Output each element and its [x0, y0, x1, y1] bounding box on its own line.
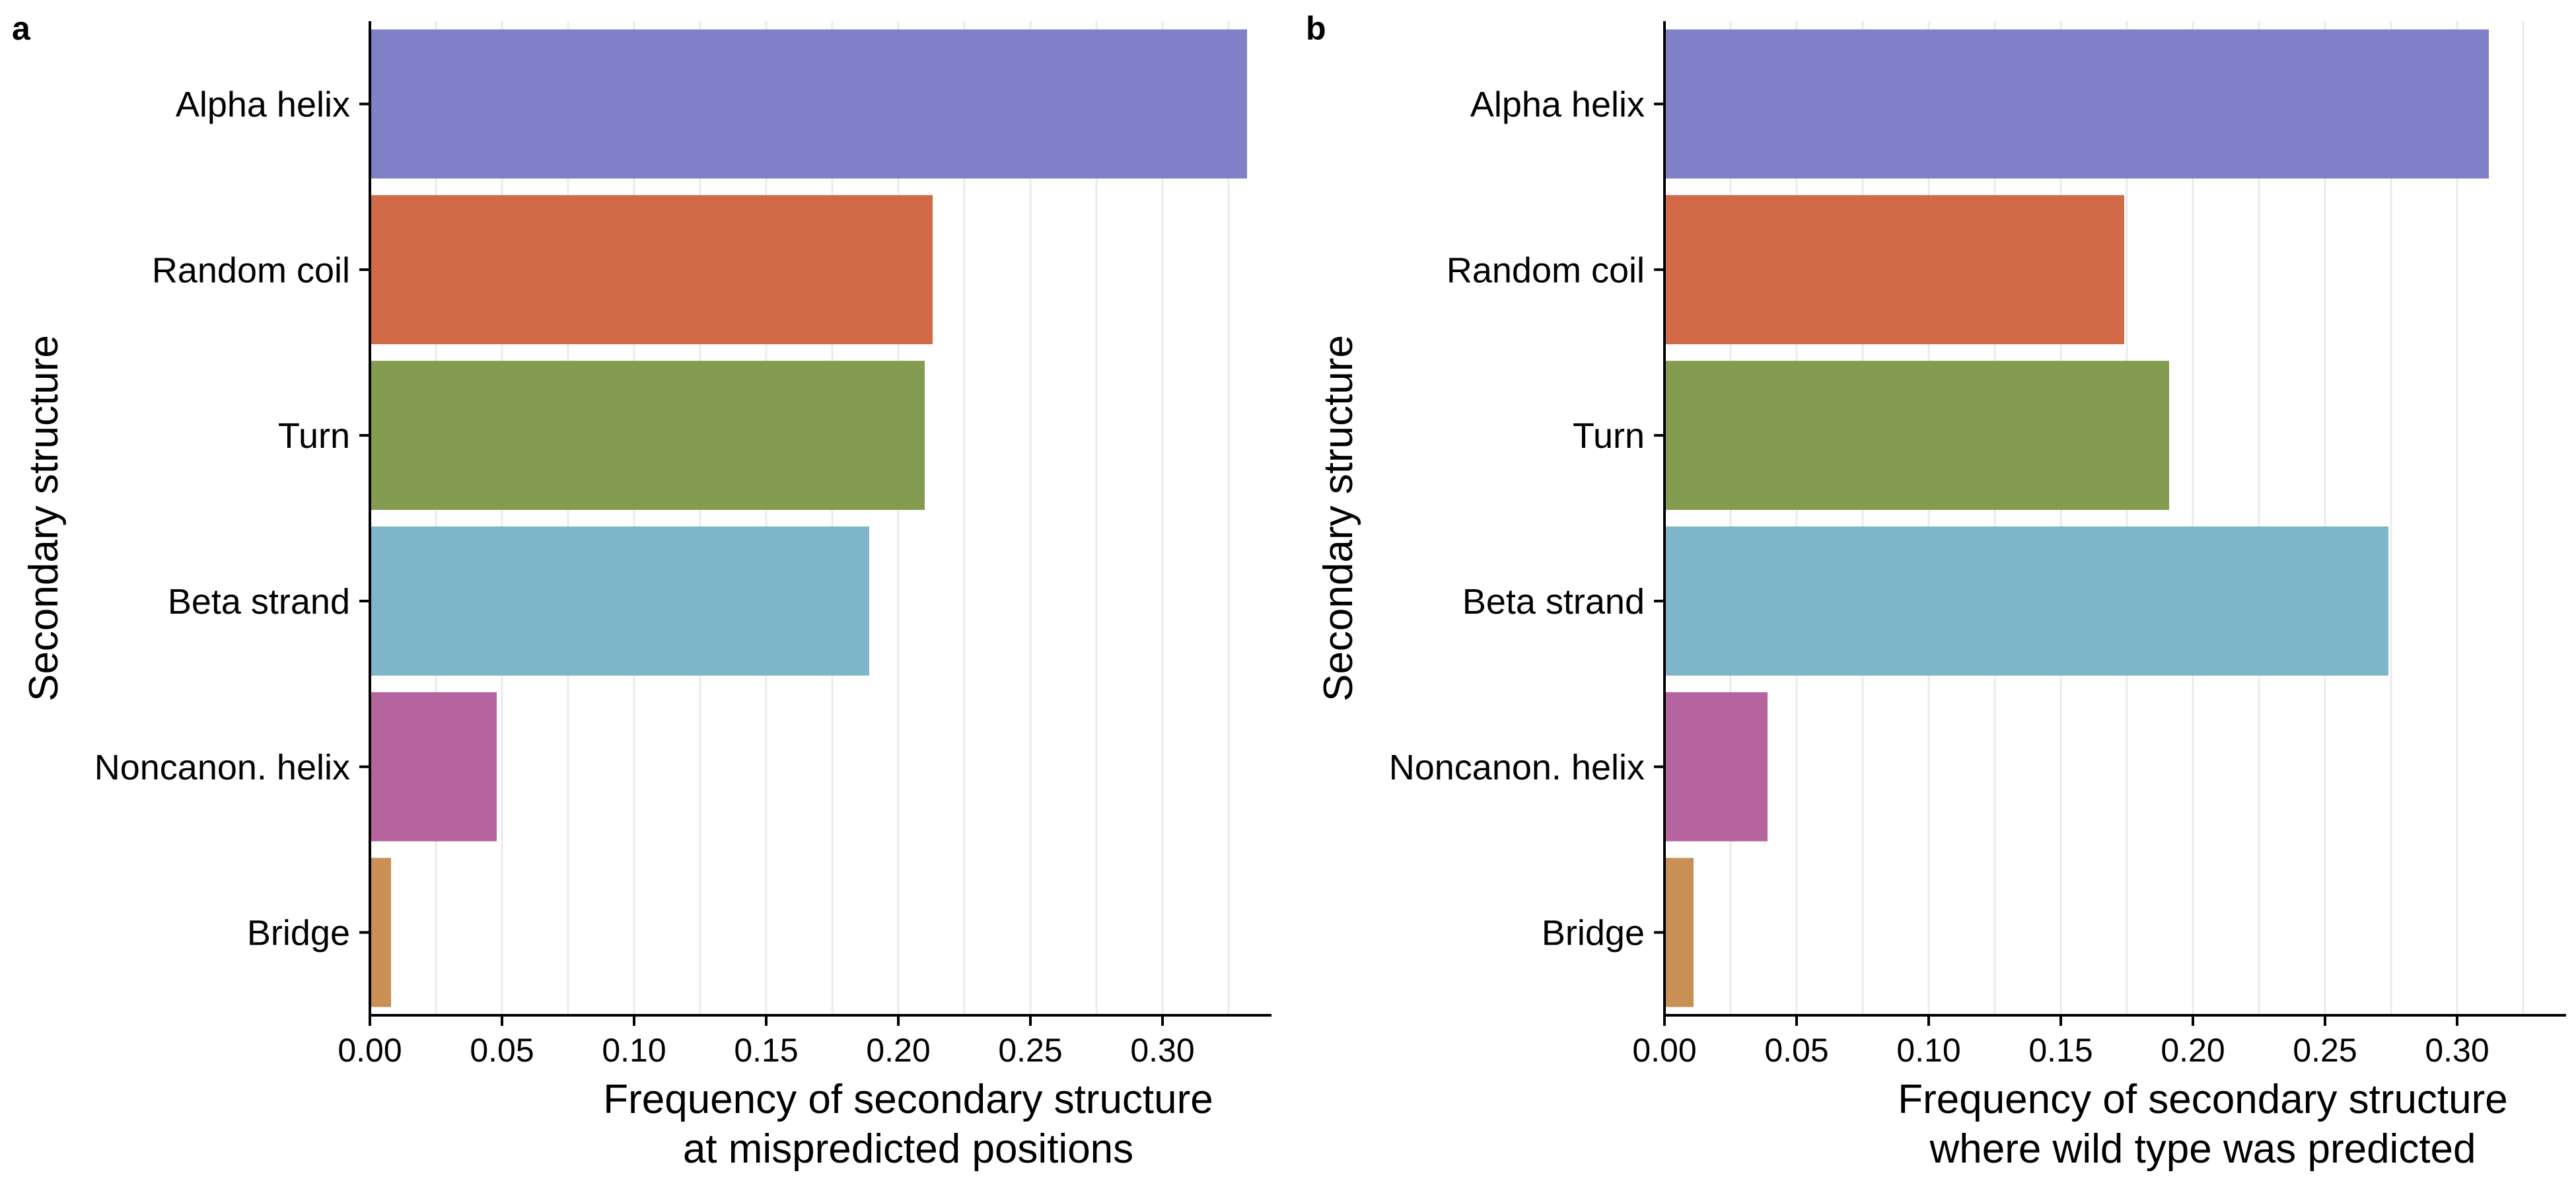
- x-tick-label: 0.25: [2293, 1032, 2357, 1069]
- y-tick-label-turn: Turn: [1573, 416, 1645, 456]
- bar-alpha-helix: [1664, 29, 2489, 179]
- x-axis-title-line-1: Frequency of secondary structure: [603, 1077, 1213, 1122]
- y-tick-label-noncanon-helix: Noncanon. helix: [1389, 748, 1645, 787]
- x-tick-label: 0.15: [734, 1032, 798, 1069]
- x-tick-label: 0.25: [998, 1032, 1062, 1069]
- bar-noncanon-helix: [1664, 692, 1768, 842]
- panel-a: Alpha helix Random coil Turn Beta strand Non…: [12, 10, 1271, 1172]
- x-tick-label: 0.15: [2028, 1032, 2093, 1069]
- x-axis-title-line-1: Frequency of secondary structure: [1898, 1077, 2508, 1122]
- panel-letter: b: [1306, 10, 1326, 47]
- bar-beta-strand: [1664, 526, 2388, 676]
- x-tick-label: 0.10: [602, 1032, 666, 1069]
- y-tick-label-beta-strand: Beta strand: [168, 582, 350, 622]
- bar-bridge: [370, 857, 391, 1007]
- x-axis-title-line-2: where wild type was predicted: [1929, 1126, 2476, 1172]
- y-tick-label-bridge: Bridge: [1542, 914, 1645, 953]
- y-tick-label-alpha-helix: Alpha helix: [1470, 85, 1645, 124]
- x-tick-label: 0.30: [1130, 1032, 1194, 1069]
- bar-turn: [1664, 361, 2169, 510]
- bar-random-coil: [370, 195, 933, 345]
- y-tick-label-beta-strand: Beta strand: [1462, 582, 1645, 622]
- y-tick-label-random-coil: Random coil: [152, 250, 350, 290]
- x-tick-label: 0.00: [338, 1032, 402, 1069]
- y-tick-label-alpha-helix: Alpha helix: [176, 85, 350, 124]
- y-tick-label-random-coil: Random coil: [1447, 250, 1645, 290]
- x-tick-label: 0.05: [470, 1032, 534, 1069]
- bar-alpha-helix: [370, 29, 1247, 179]
- y-axis-title: Secondary structure: [1316, 335, 1361, 702]
- x-tick-label: 0.10: [1896, 1032, 1960, 1069]
- x-axis-title-line-2: at mispredicted positions: [683, 1126, 1133, 1172]
- panel-letter: a: [12, 10, 31, 47]
- panel-b: Alpha helix Random coil Turn Beta strand Non…: [1306, 10, 2566, 1172]
- bar-turn: [370, 361, 925, 510]
- x-tick-label: 0.30: [2425, 1032, 2489, 1069]
- bar-bridge: [1664, 857, 1694, 1007]
- y-tick-label-noncanon-helix: Noncanon. helix: [94, 748, 350, 787]
- bar-random-coil: [1664, 195, 2124, 345]
- x-tick-label: 0.20: [866, 1032, 930, 1069]
- y-axis-title: Secondary structure: [21, 335, 67, 702]
- bar-noncanon-helix: [370, 692, 497, 842]
- x-tick-label: 0.00: [1632, 1032, 1696, 1069]
- x-tick-label: 0.05: [1764, 1032, 1828, 1069]
- y-tick-label-bridge: Bridge: [247, 914, 350, 953]
- y-tick-label-turn: Turn: [278, 416, 350, 456]
- bar-beta-strand: [370, 526, 869, 676]
- x-tick-label: 0.20: [2161, 1032, 2225, 1069]
